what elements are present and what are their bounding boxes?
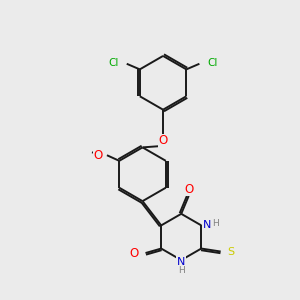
Text: O: O <box>185 183 194 196</box>
Text: O: O <box>130 247 139 260</box>
Text: N: N <box>203 220 212 230</box>
Text: S: S <box>227 247 235 256</box>
Text: Cl: Cl <box>208 58 218 68</box>
Text: N: N <box>177 257 185 267</box>
Text: H: H <box>178 266 184 275</box>
Text: H: H <box>212 219 219 228</box>
Text: O: O <box>93 149 103 162</box>
Text: Cl: Cl <box>108 58 119 68</box>
Text: O: O <box>158 134 168 147</box>
